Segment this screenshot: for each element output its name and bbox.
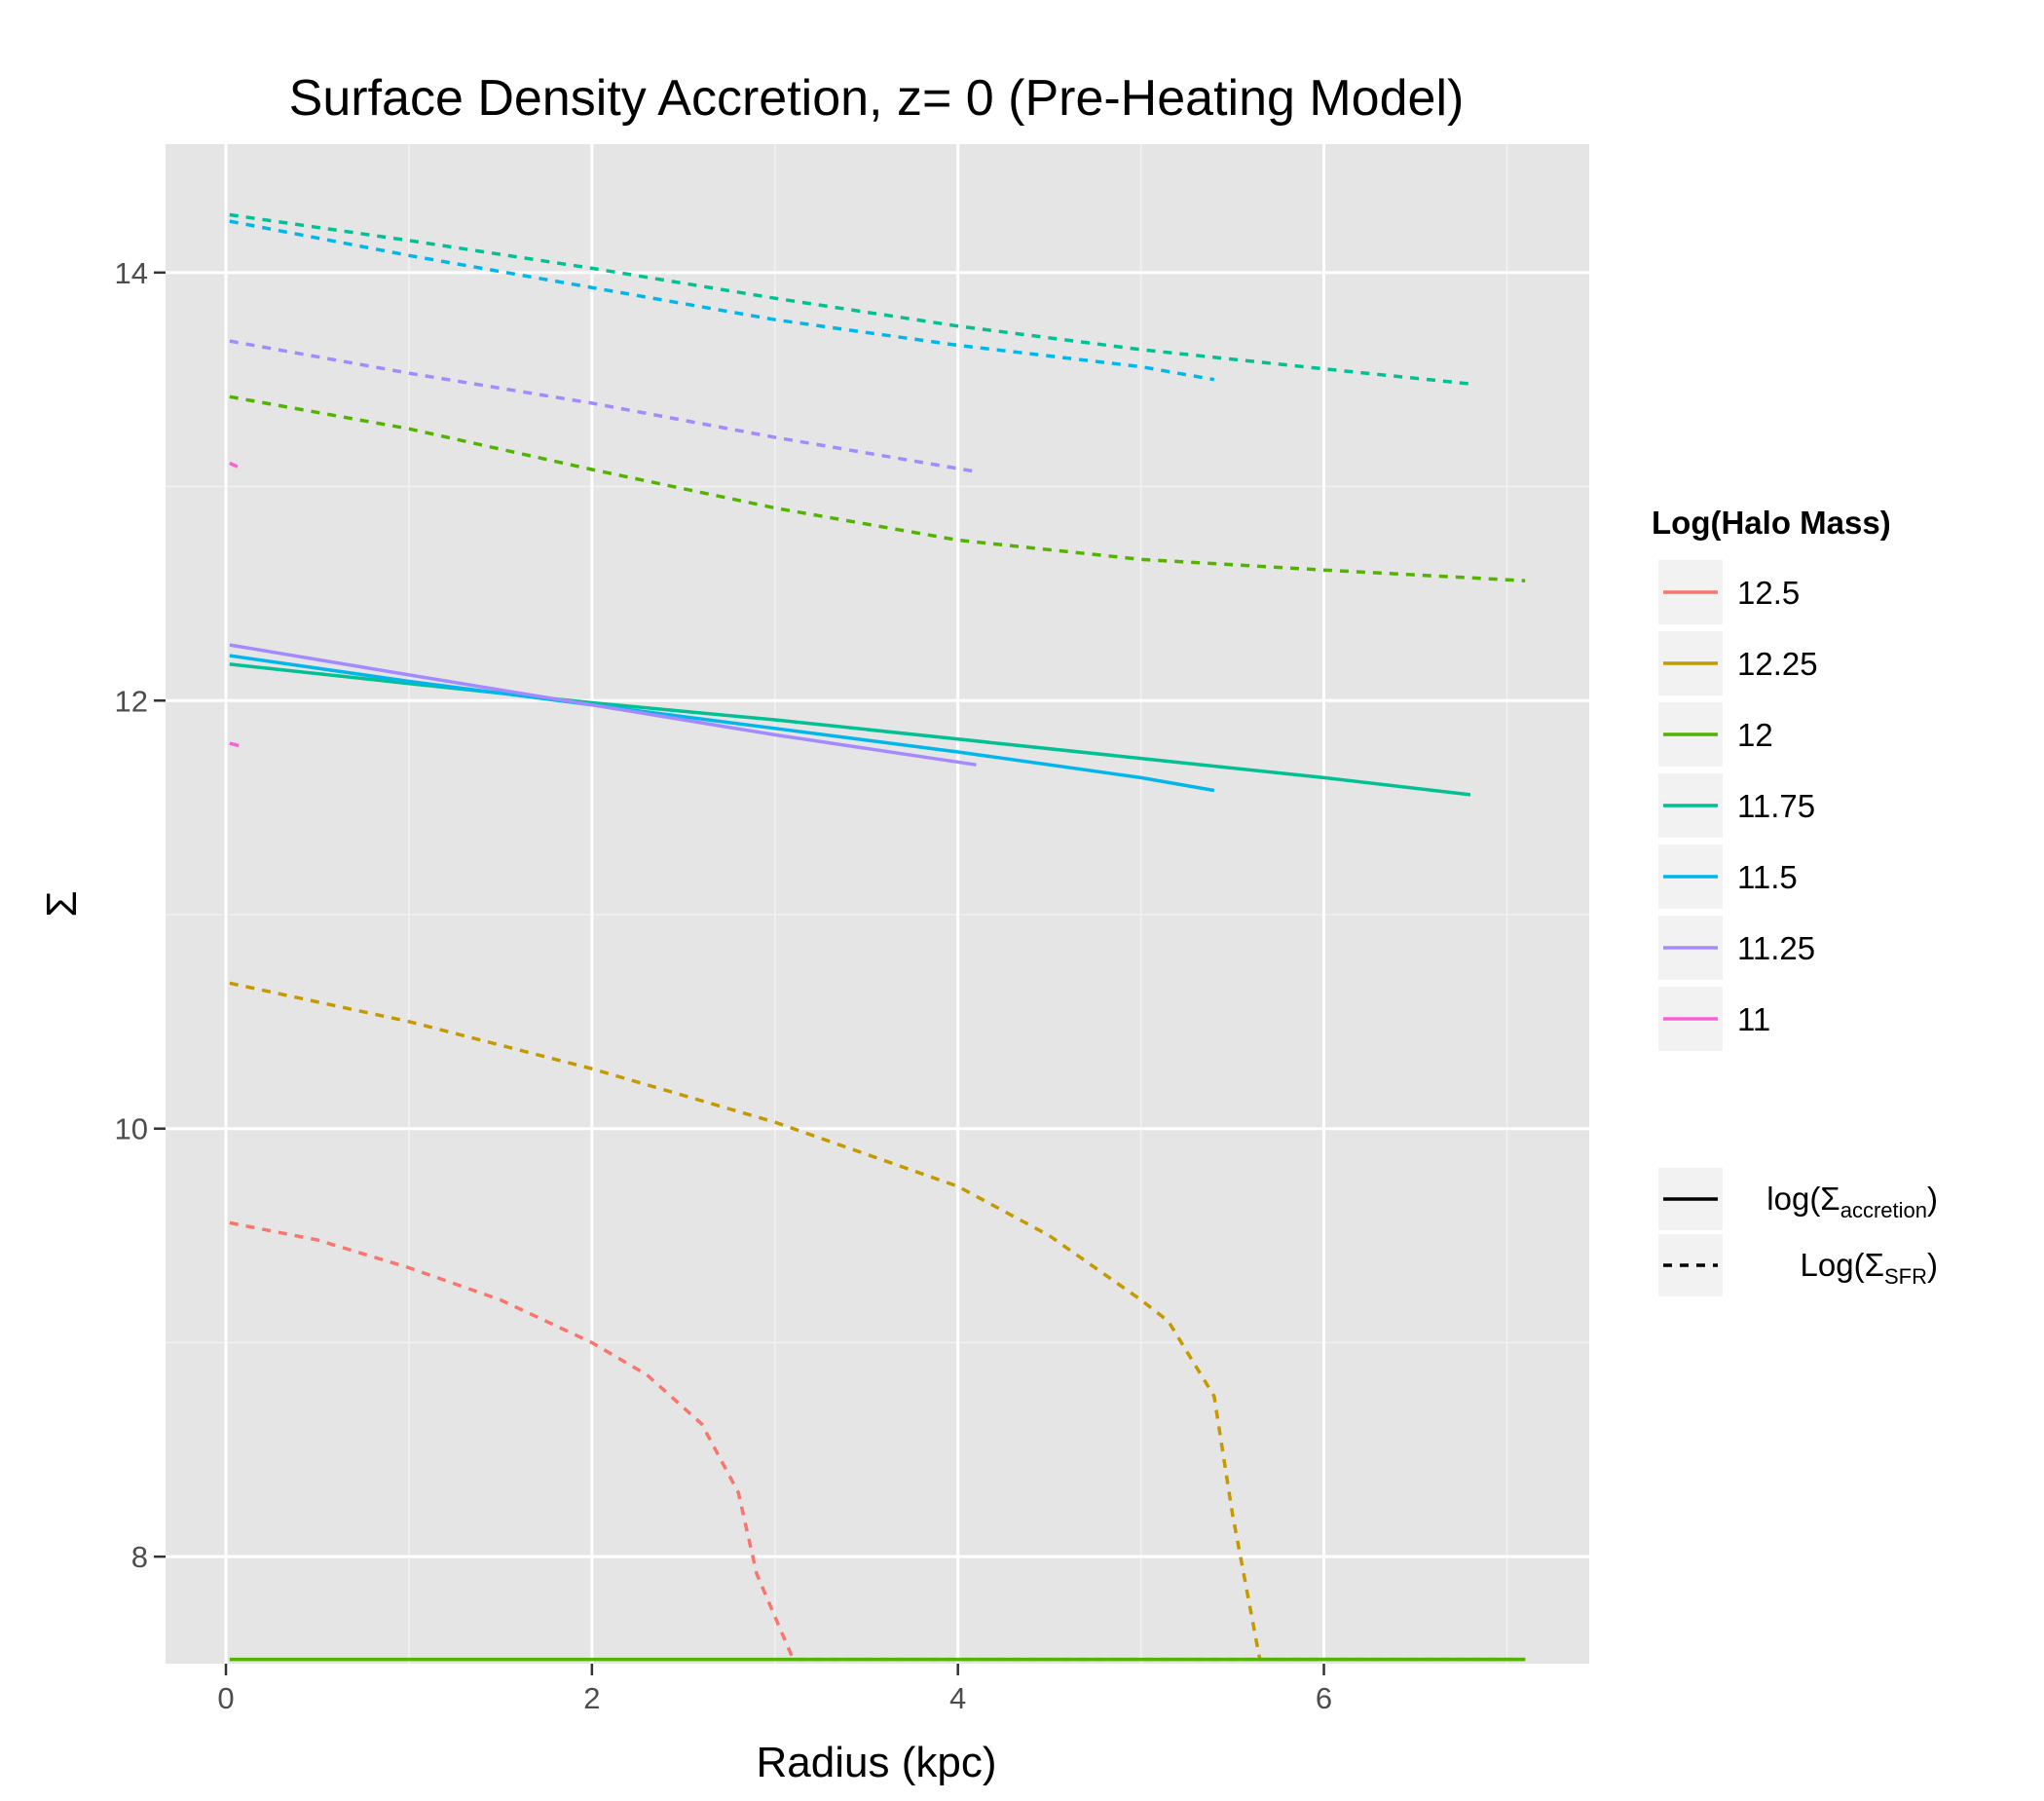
legend-label: 12: [1737, 717, 1773, 753]
legend-label: 11: [1737, 1001, 1770, 1037]
legend-entries: 12.5 12.25 12 11.75 11.5 11.25 11: [1656, 558, 1818, 1053]
series-line-12-5-dashed: [229, 1220, 1526, 1662]
chart-title: Surface Density Accretion, z= 0 (Pre-Hea…: [289, 70, 1465, 127]
legend-label: 11.5: [1737, 859, 1798, 895]
legend-label: 11.25: [1737, 930, 1815, 966]
legend-label: Log(ΣSFR): [1801, 1247, 1938, 1289]
plot-panel: [166, 144, 1589, 1664]
y-tick-label: 12: [115, 684, 148, 718]
series-line-11-25-dashed: [229, 339, 977, 473]
y-tick-label: 8: [131, 1540, 148, 1574]
legend-halo-mass: Log(Halo Mass) 12.5 12.25 12 11.75 11.5 11.25…: [1652, 505, 1891, 1053]
x-tick-label: 6: [1316, 1681, 1332, 1715]
legend-label: 12.5: [1737, 575, 1800, 611]
y-tick-label: 10: [115, 1112, 148, 1146]
x-tick-label: 0: [217, 1681, 234, 1715]
series-line-11-dashed: [229, 461, 240, 469]
series-line-12-dashed: [229, 394, 1526, 582]
legend-label: 12.25: [1737, 646, 1818, 682]
series-line-11-5-dashed: [229, 219, 1215, 382]
y-tick-label: 14: [115, 256, 148, 290]
series-line-11-5-solid: [229, 654, 1215, 793]
grid-major: [166, 144, 1589, 1664]
series-layer: [229, 212, 1526, 1662]
legend-label: log(Σaccretion): [1766, 1181, 1938, 1222]
series-line-12-25-dashed: [229, 981, 1526, 1662]
series-line-11-solid: [229, 741, 240, 748]
legend-linetype: log(Σaccretion) Log(ΣSFR): [1656, 1166, 1938, 1298]
legend-title: Log(Halo Mass): [1652, 505, 1891, 541]
x-tick-label: 4: [949, 1681, 966, 1715]
axis-ticks: 0 2 4 6 8 10 12 14: [115, 256, 1333, 1715]
x-axis-title: Radius (kpc): [757, 1739, 997, 1786]
y-axis-title: Σ: [38, 890, 86, 917]
x-tick-label: 2: [583, 1681, 600, 1715]
grid-minor: [166, 144, 1589, 1664]
legend-label: 11.75: [1737, 788, 1815, 824]
series-line-11-25-solid: [229, 643, 977, 767]
